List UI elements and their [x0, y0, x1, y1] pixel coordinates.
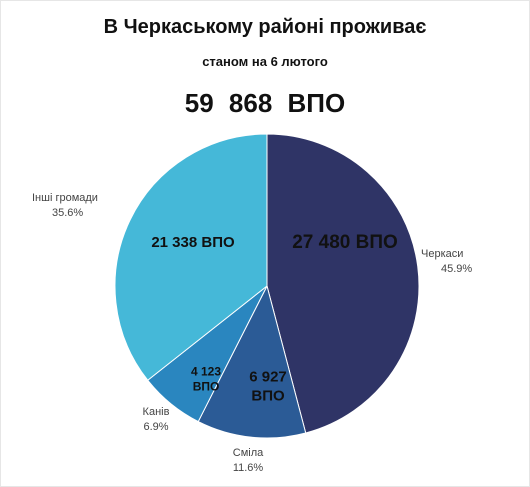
pie-slice [197, 284, 307, 439]
chart-subtitle: станом на 6 лютого [202, 54, 328, 69]
slice-value-label: 27 480 ВПО [292, 232, 398, 253]
slice-value-label: 21 338 ВПО [151, 234, 235, 251]
total-count: 59 868 ВПО [184, 88, 346, 118]
slice-category-label: Інші громади 35.6% [32, 192, 98, 219]
slice-value-label: 4 123 ВПО [191, 365, 221, 394]
slice-category-label: Канів 6.9% [143, 406, 170, 433]
pie-slice [114, 133, 268, 381]
chart-title: В Черкаському районі проживає [103, 16, 427, 38]
slice-category-label: Сміла 11.6% [233, 447, 264, 474]
slice-category-label: Черкаси 45.9% [421, 248, 472, 275]
pie-slice [266, 133, 420, 434]
slice-value-label: 6 927 ВПО [249, 369, 287, 405]
